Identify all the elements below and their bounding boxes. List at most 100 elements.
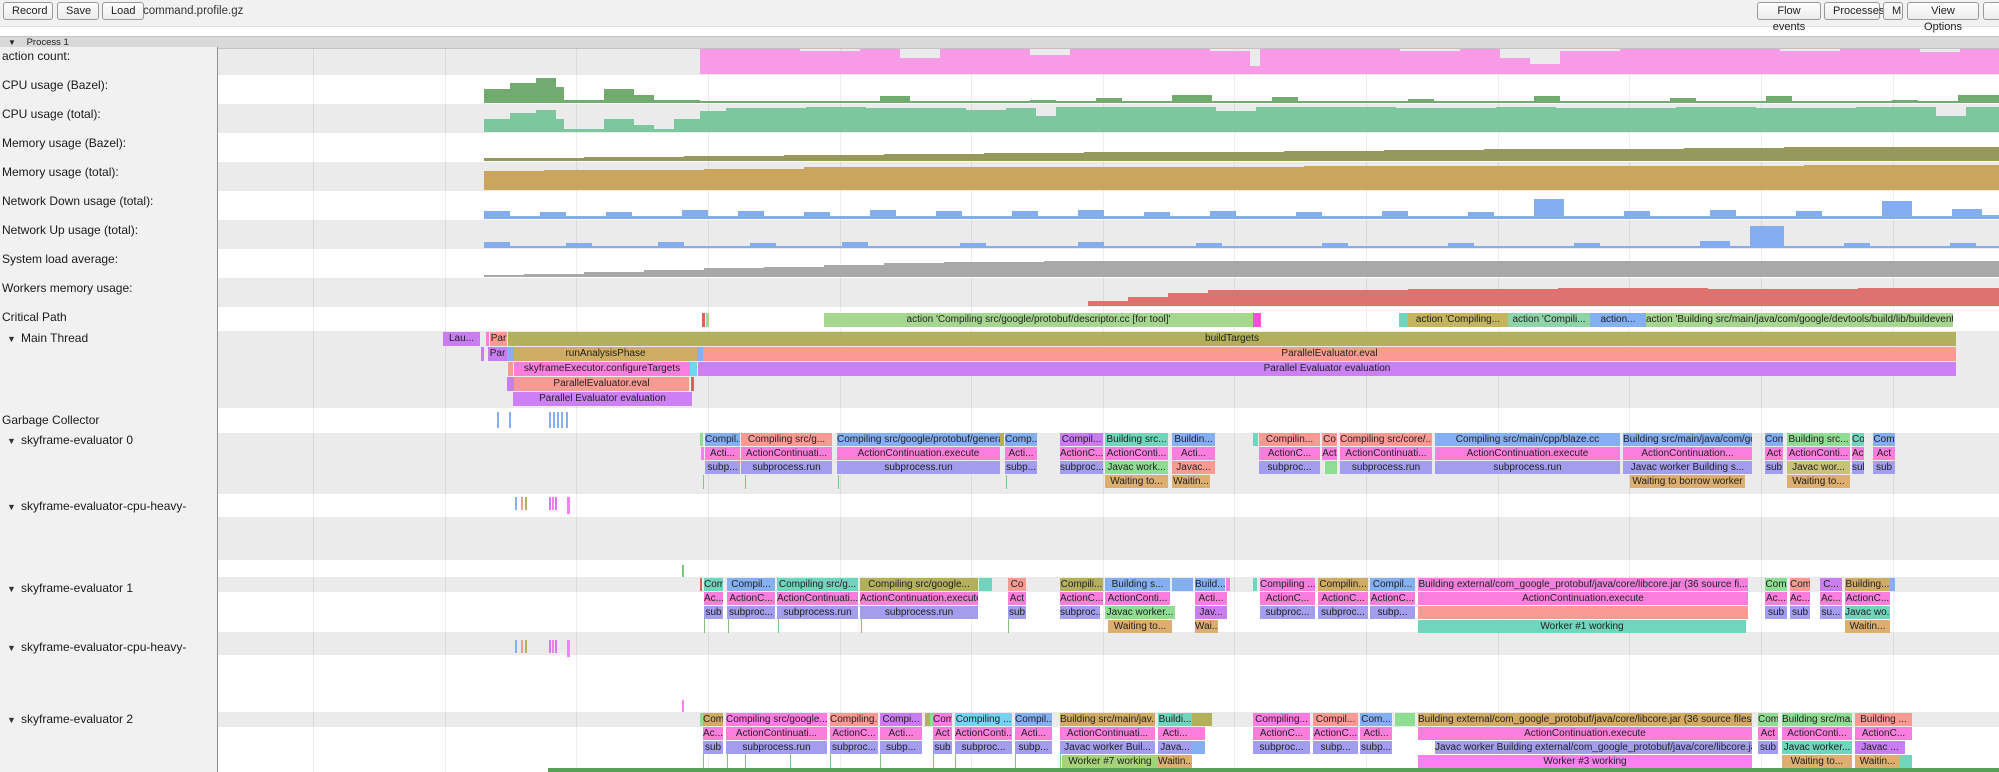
trace-slice[interactable]: subp... bbox=[1313, 741, 1358, 754]
instant-event-tick[interactable] bbox=[1015, 754, 1016, 768]
trace-slice[interactable] bbox=[1192, 741, 1205, 754]
counter-sample-memory-usage-bazel-[interactable] bbox=[1384, 150, 1484, 161]
counter-sample-cpu-usage-bazel-[interactable] bbox=[556, 87, 564, 103]
instant-event-tick[interactable] bbox=[566, 412, 568, 428]
counter-sample-network-down-usage-total-[interactable] bbox=[1912, 216, 1952, 219]
trace-slice[interactable]: Acti... bbox=[1015, 727, 1052, 740]
counter-sample-cpu-usage-total-[interactable] bbox=[564, 129, 604, 132]
trace-slice[interactable]: subproc... bbox=[955, 741, 1012, 754]
counter-sample-workers-memory-usage[interactable] bbox=[1208, 290, 1288, 306]
counter-sample-network-down-usage-total-[interactable] bbox=[1104, 216, 1144, 219]
trace-slice[interactable]: Compilin... bbox=[1259, 433, 1320, 446]
counter-sample-network-up-usage-total-[interactable] bbox=[566, 243, 592, 248]
metadata-button[interactable]: M bbox=[1883, 2, 1903, 20]
counter-sample-cpu-usage-bazel-[interactable] bbox=[1534, 96, 1560, 103]
trace-slice[interactable]: subprocess.run bbox=[726, 741, 827, 754]
counter-sample-action-count[interactable] bbox=[900, 58, 940, 74]
counter-sample-cpu-usage-bazel-[interactable] bbox=[1408, 99, 1434, 103]
counter-sample-network-down-usage-total-[interactable] bbox=[764, 216, 804, 219]
trace-slice[interactable] bbox=[1418, 606, 1748, 619]
counter-sample-network-down-usage-total-[interactable] bbox=[1236, 216, 1296, 219]
instant-event-tick[interactable] bbox=[704, 619, 705, 633]
trace-slice[interactable]: Compilin... bbox=[1318, 578, 1368, 591]
instant-event-tick[interactable] bbox=[561, 412, 563, 428]
trace-slice[interactable]: ActionContinuation.execute bbox=[1435, 447, 1620, 460]
counter-sample-network-up-usage-total-[interactable] bbox=[1078, 242, 1104, 248]
counter-sample-action-count[interactable] bbox=[860, 48, 900, 74]
counter-sample-cpu-usage-bazel-[interactable] bbox=[1298, 101, 1408, 103]
trace-slice[interactable]: Javac worker... bbox=[1782, 741, 1852, 754]
counter-sample-network-down-usage-total-[interactable] bbox=[510, 216, 540, 219]
collapse-triangle-icon[interactable]: ▼ bbox=[7, 643, 16, 653]
trace-slice[interactable]: ActionC... bbox=[1318, 592, 1368, 605]
counter-sample-memory-usage-total-[interactable] bbox=[484, 171, 544, 190]
instant-event-tick[interactable] bbox=[552, 640, 554, 653]
trace-slice[interactable]: sub bbox=[704, 606, 723, 619]
trace-slice[interactable]: Parallel Evaluator evaluation bbox=[698, 362, 1956, 376]
counter-sample-network-down-usage-total-[interactable] bbox=[1078, 210, 1104, 219]
trace-slice[interactable]: subprocess.run bbox=[741, 461, 832, 474]
trace-slice[interactable]: Compiling src/core/... bbox=[1340, 433, 1432, 446]
counter-sample-network-down-usage-total-[interactable] bbox=[1952, 209, 1982, 219]
counter-sample-network-up-usage-total-[interactable] bbox=[1222, 246, 1322, 248]
counter-sample-network-down-usage-total-[interactable] bbox=[1038, 216, 1078, 219]
trace-slice[interactable] bbox=[930, 713, 933, 726]
counter-sample-memory-usage-total-[interactable] bbox=[544, 170, 704, 190]
instant-event-tick[interactable] bbox=[682, 700, 684, 712]
trace-slice[interactable]: ActionContinuati... bbox=[1060, 727, 1155, 740]
counter-sample-cpu-usage-bazel-[interactable] bbox=[604, 89, 634, 103]
counter-sample-network-down-usage-total-[interactable] bbox=[606, 212, 632, 219]
counter-sample-network-down-usage-total-[interactable] bbox=[1210, 211, 1236, 219]
trace-slice[interactable] bbox=[481, 347, 484, 361]
counter-sample-system-load-average[interactable] bbox=[484, 275, 524, 277]
counter-sample-cpu-usage-total-[interactable] bbox=[1056, 107, 1216, 132]
counter-sample-cpu-usage-bazel-[interactable] bbox=[1172, 95, 1212, 103]
trace-slice[interactable]: action 'Compili... bbox=[1508, 313, 1590, 327]
counter-sample-action-count[interactable] bbox=[1500, 58, 1530, 74]
trace-slice[interactable]: Javac worker Buil... bbox=[1060, 741, 1155, 754]
counter-sample-cpu-usage-bazel-[interactable] bbox=[654, 100, 700, 103]
counter-sample-cpu-usage-total-[interactable] bbox=[806, 107, 866, 132]
counter-sample-network-up-usage-total-[interactable] bbox=[1976, 246, 1999, 248]
counter-sample-memory-usage-total-[interactable] bbox=[1004, 167, 1304, 190]
partial-button[interactable] bbox=[1983, 2, 1999, 20]
trace-slice[interactable]: Javac worker Building external/com_googl… bbox=[1435, 741, 1752, 754]
counter-sample-network-down-usage-total-[interactable] bbox=[896, 216, 936, 219]
counter-sample-network-up-usage-total-[interactable] bbox=[1448, 243, 1474, 248]
trace-slice[interactable]: Building src... bbox=[1787, 433, 1850, 446]
counter-sample-memory-usage-bazel-[interactable] bbox=[1584, 149, 1684, 161]
trace-slice[interactable]: sub bbox=[1790, 606, 1810, 619]
trace-slice[interactable]: Acti... bbox=[1360, 727, 1392, 740]
trace-slice[interactable]: Buildin... bbox=[1172, 433, 1215, 446]
counter-sample-network-up-usage-total-[interactable] bbox=[1348, 246, 1448, 248]
counter-sample-network-down-usage-total-[interactable] bbox=[1144, 212, 1170, 219]
trace-slice[interactable]: Compiling src/google/protobuf/generat... bbox=[837, 433, 1000, 446]
instant-event-tick[interactable] bbox=[555, 497, 557, 510]
trace-slice[interactable]: Waitin... bbox=[1845, 620, 1890, 633]
counter-sample-cpu-usage-total-[interactable] bbox=[674, 119, 700, 132]
instant-event-tick[interactable] bbox=[727, 754, 728, 768]
counter-sample-cpu-usage-bazel-[interactable] bbox=[1434, 101, 1534, 103]
counter-sample-network-up-usage-total-[interactable] bbox=[1196, 243, 1222, 248]
counter-sample-network-down-usage-total-[interactable] bbox=[1012, 211, 1038, 219]
trace-slice[interactable]: sub bbox=[703, 741, 723, 754]
trace-slice[interactable]: su... bbox=[1820, 606, 1842, 619]
counter-sample-workers-memory-usage[interactable] bbox=[1708, 289, 1858, 306]
counter-sample-network-up-usage-total-[interactable] bbox=[776, 246, 842, 248]
trace-slice[interactable] bbox=[507, 347, 514, 361]
trace-slice[interactable]: ActionContinuation.execute bbox=[1418, 592, 1748, 605]
counter-sample-workers-memory-usage[interactable] bbox=[1168, 293, 1208, 306]
trace-slice[interactable]: Ac... bbox=[1765, 592, 1787, 605]
trace-slice[interactable] bbox=[1890, 578, 1895, 591]
counter-sample-network-up-usage-total-[interactable] bbox=[1700, 241, 1730, 248]
trace-slice[interactable]: Acti... bbox=[705, 447, 740, 460]
trace-slice[interactable]: ActionC... bbox=[830, 727, 878, 740]
trace-slice[interactable]: ActionContinuati... bbox=[1340, 447, 1432, 460]
counter-sample-network-down-usage-total-[interactable] bbox=[870, 210, 896, 219]
flow-events-button[interactable]: Flow events bbox=[1757, 2, 1821, 33]
processes-button[interactable]: Processes bbox=[1824, 2, 1884, 20]
counter-sample-network-up-usage-total-[interactable] bbox=[1474, 246, 1574, 248]
trace-slice[interactable]: ActionC... bbox=[1060, 447, 1103, 460]
counter-sample-action-count[interactable] bbox=[1530, 64, 1560, 74]
instant-event-tick[interactable] bbox=[745, 754, 746, 768]
